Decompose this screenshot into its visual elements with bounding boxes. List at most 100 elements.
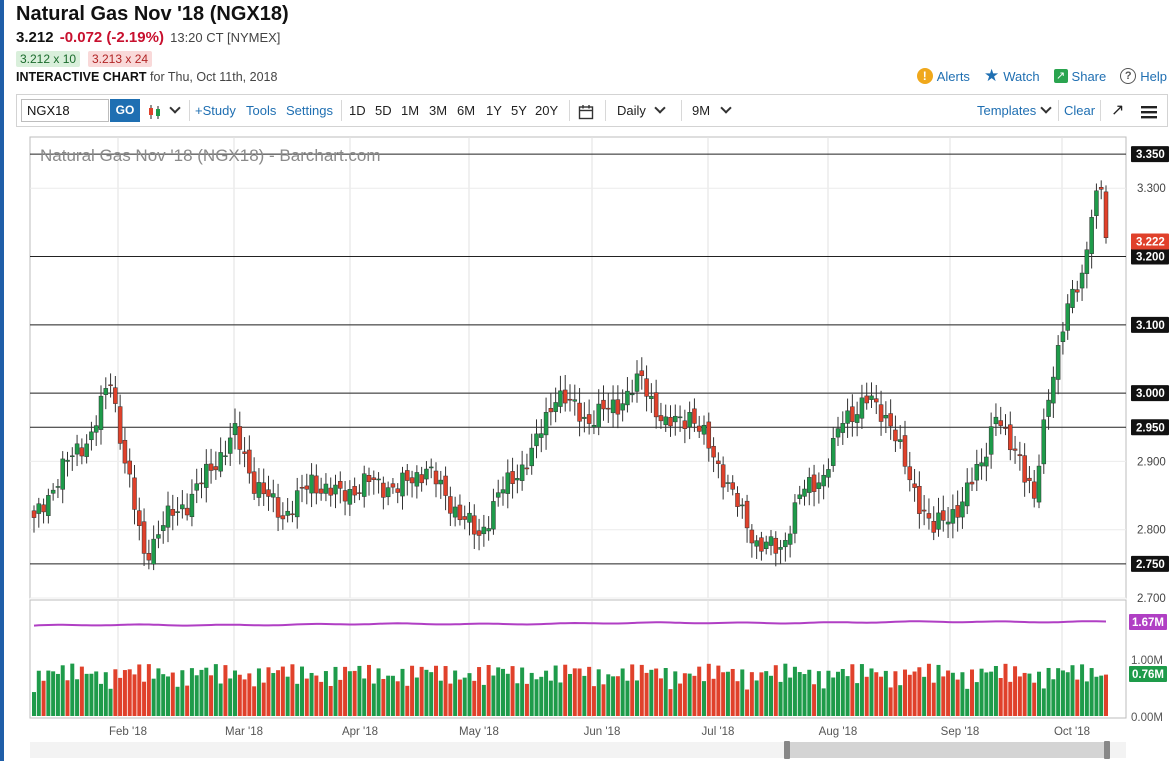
candle-body [1055, 345, 1061, 380]
volume-bar [903, 669, 907, 716]
level-label-bg [1131, 146, 1169, 163]
menu-button[interactable] [1141, 95, 1157, 126]
volume-bar [362, 678, 367, 716]
x-tick-label: Jun '18 [584, 726, 621, 738]
candle-body [558, 390, 563, 407]
candle-body [1075, 289, 1080, 293]
volume-bar [381, 678, 386, 716]
volume-bar [94, 671, 99, 716]
help-link[interactable]: ? Help [1120, 68, 1167, 84]
navigator-left-handle[interactable] [784, 741, 790, 759]
volume-bar [639, 664, 644, 716]
candle-body [271, 493, 276, 498]
settings-button[interactable]: Settings [286, 103, 333, 118]
volume-bar [338, 679, 343, 716]
volume-bar [859, 664, 864, 716]
study-button[interactable]: +Study [195, 103, 236, 118]
interval-select[interactable]: Daily [617, 95, 666, 126]
y-tick-label: 2.800 [1137, 525, 1166, 537]
candle-body [572, 399, 578, 402]
period-1d[interactable]: 1D [349, 103, 366, 118]
volume-bar [625, 680, 630, 716]
candle-body [409, 477, 415, 484]
volume-bar [472, 680, 477, 716]
period-1y[interactable]: 1Y [486, 103, 502, 118]
volume-bar [347, 671, 352, 716]
volume-bar [1056, 668, 1061, 716]
period-5d[interactable]: 5D [375, 103, 392, 118]
volume-bar [831, 677, 836, 716]
level-label: 3.100 [1136, 320, 1165, 332]
period-1m[interactable]: 1M [401, 103, 420, 118]
candle-body [859, 397, 865, 419]
candle-body [84, 443, 89, 457]
volume-bar [644, 672, 649, 716]
symbol-input[interactable] [21, 99, 109, 122]
volume-bar [615, 676, 620, 716]
candle-body [792, 502, 798, 534]
volume-bar [869, 668, 874, 716]
volume-bar [237, 674, 242, 716]
expand-button[interactable]: ↗ [1111, 95, 1124, 126]
candle-body [917, 485, 922, 514]
calendar-button[interactable] [578, 95, 594, 126]
volume-bar [974, 682, 979, 716]
candle-body [706, 421, 712, 449]
candle-body [50, 489, 56, 494]
range-select[interactable]: 9M [692, 95, 732, 126]
candle-body [567, 398, 573, 401]
volume-bar [156, 668, 161, 716]
candle-body [261, 482, 266, 495]
candle-body [1070, 288, 1075, 308]
candle-body [170, 509, 176, 516]
plot-frame [29, 136, 1127, 599]
candle-body [1012, 448, 1018, 451]
candle-body [586, 414, 592, 424]
chart-type-button[interactable] [147, 95, 181, 126]
volume-bar [314, 675, 319, 716]
candle-body [70, 455, 75, 458]
alerts-link[interactable]: ! Alerts [916, 68, 970, 84]
volume-bar [1032, 682, 1037, 716]
candle-body [103, 388, 109, 395]
clear-button[interactable]: Clear [1064, 103, 1096, 118]
candle-body [821, 474, 826, 487]
candle-body [46, 495, 51, 516]
volume-bar [285, 676, 290, 716]
volume-bar [199, 669, 204, 716]
period-3m[interactable]: 3M [429, 103, 448, 118]
candle-body [1017, 454, 1023, 457]
volume-bar [357, 665, 362, 716]
volume-bar [702, 681, 706, 716]
navigator-right-handle[interactable] [1104, 741, 1110, 759]
candle-body [835, 428, 841, 438]
period-5y[interactable]: 5Y [511, 103, 527, 118]
toolbar-divider [1100, 100, 1101, 121]
volume-bar [1008, 681, 1013, 716]
period-20y[interactable]: 20Y [535, 103, 559, 118]
volume-bar [328, 685, 333, 716]
tools-button[interactable]: Tools [246, 103, 277, 118]
candle-body [615, 399, 621, 415]
templates-select[interactable]: Templates [977, 95, 1052, 126]
volume-bar [936, 664, 941, 716]
interval-value: Daily [617, 103, 646, 118]
level-label: 3.000 [1136, 388, 1165, 400]
candle-body [625, 390, 630, 406]
candle-body [1022, 455, 1027, 483]
share-link[interactable]: ↗ Share [1053, 69, 1106, 84]
level-label-bg [1131, 419, 1169, 436]
volume-bar [1075, 679, 1080, 716]
volume-bar [515, 683, 520, 716]
candle-body [1060, 331, 1066, 342]
volume-bar [955, 679, 960, 716]
go-button[interactable]: GO [110, 99, 140, 122]
volume-bar [721, 672, 726, 716]
watch-link[interactable]: ★ Watch [984, 67, 1040, 84]
candle-body [199, 482, 204, 485]
period-6m[interactable]: 6M [457, 103, 476, 118]
candle-body [342, 490, 348, 502]
volume-bar [477, 667, 482, 716]
candle-body [1003, 427, 1008, 429]
